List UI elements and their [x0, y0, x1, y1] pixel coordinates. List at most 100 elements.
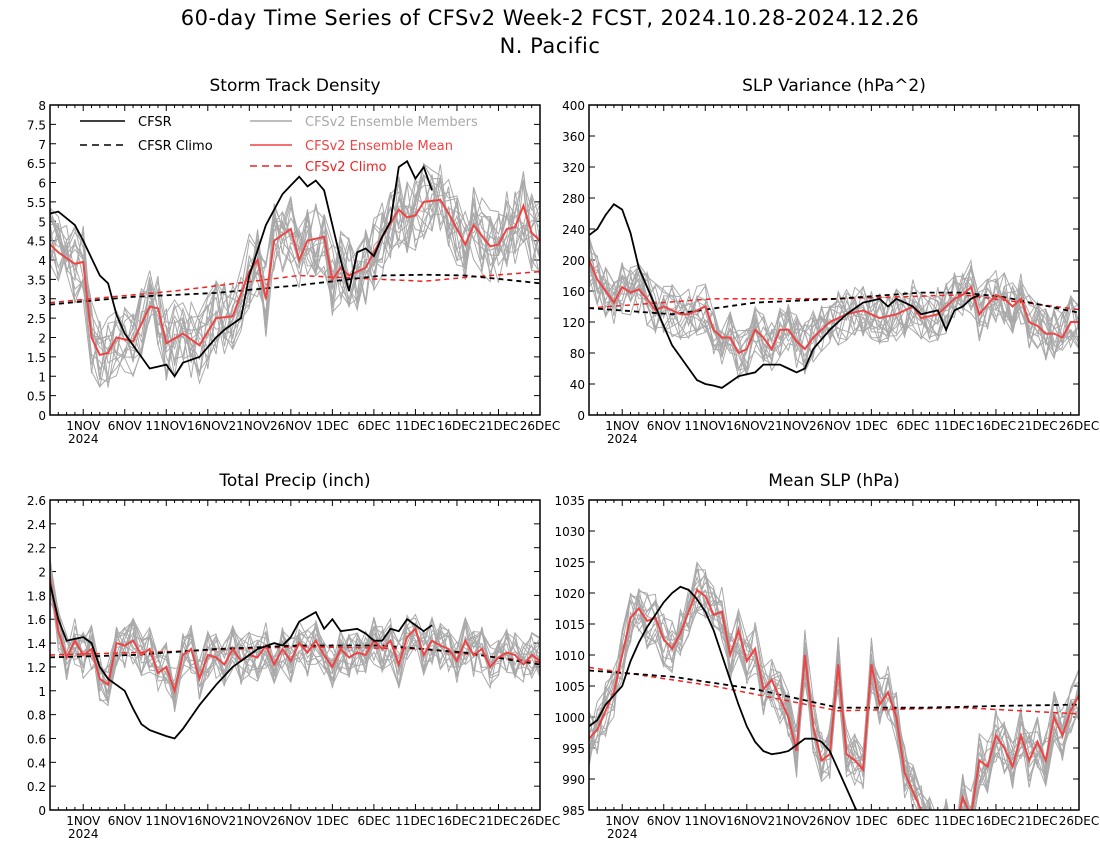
y-tick-label: 1015: [554, 618, 585, 632]
x-axis: 1NOV 6NOV 11NOV 16NOV 21NOV 26NOV 1DEC 6DEC 11DE…: [588, 500, 1099, 841]
x-tick-label: 6NOV: [647, 814, 682, 828]
x-tick-label: 6NOV: [108, 814, 143, 828]
legend-label-members: CFSv2 Ensemble Members: [305, 115, 478, 130]
x-axis: 1NOV 6NOV 11NOV 16NOV 21NOV 26NOV 1DEC 6DEC 11DE…: [49, 105, 560, 446]
y-tick-label: 0.6: [27, 732, 46, 746]
x-tick-label: 21DEC: [478, 419, 518, 433]
legend-label-climo: CFSv2 Climo: [305, 160, 387, 175]
y-tick-label: 4.5: [27, 235, 46, 249]
ensemble-mean-line: [589, 588, 1079, 810]
panel-total-precip: Total Precip (inch) 0 0.2 0.4 0.6 0.8 1 1.2 1.4…: [27, 471, 560, 841]
x-tick-label: 6DEC: [357, 814, 390, 828]
x-tick-label: 21NOV: [228, 814, 270, 828]
ensemble-member-line: [50, 592, 540, 695]
x-tick-label: 16DEC: [976, 419, 1016, 433]
y-tick-label: 1030: [554, 525, 585, 539]
cfsr-climo-line: [50, 273, 540, 306]
x-tick-label: 6DEC: [357, 419, 390, 433]
legend: CFSR CFSR Climo CFSv2 Ensemble Members C…: [80, 115, 478, 175]
plot-frame: [49, 104, 541, 416]
x-tick-label: 6NOV: [108, 419, 143, 433]
x-tick-label: 16NOV: [726, 814, 768, 828]
y-tick-label: 360: [562, 130, 585, 144]
cfsv2-climo-line: [589, 666, 1079, 715]
figure-title-block: 60-day Time Series of CFSv2 Week-2 FCST,…: [0, 4, 1100, 60]
ensemble-member-line: [50, 181, 540, 381]
x-tick-label: 6NOV: [647, 419, 682, 433]
y-tick-label: 1010: [554, 649, 585, 663]
x-axis: 1NOV 6NOV 11NOV 16NOV 21NOV 26NOV 1DEC 6DEC 11DE…: [588, 105, 1099, 446]
plot-frame: [49, 499, 541, 811]
panel-title: Total Precip (inch): [218, 471, 370, 491]
y-tick-label: 1035: [554, 494, 585, 508]
x-tick-label: 11DEC: [934, 419, 974, 433]
y-tick-label: 240: [562, 223, 585, 237]
y-tick-label: 1020: [554, 587, 585, 601]
figure-title: 60-day Time Series of CFSv2 Week-2 FCST,…: [180, 6, 920, 30]
ensemble-mean-line: [50, 577, 540, 695]
y-tick-label: 0.5: [27, 390, 46, 404]
y-tick-label: 7.5: [27, 118, 46, 132]
y-tick-label: 160: [562, 285, 585, 299]
x-tick-label: 26NOV: [270, 814, 312, 828]
y-tick-label: 2: [38, 566, 46, 580]
y-tick-label: 0: [38, 409, 46, 423]
y-axis: 985 990 995 1000 1005 1010 1015 1020 1025 1030 103…: [554, 494, 1079, 818]
panel-slp-variance: SLP Variance (hPa^2) 0 40 80 120 160 200 240 28…: [562, 76, 1099, 446]
y-tick-label: 995: [562, 742, 585, 756]
legend-label-mean: CFSv2 Ensemble Mean: [305, 139, 453, 154]
x-year-label: 2024: [68, 432, 99, 446]
ensemble-member-line: [50, 560, 540, 690]
y-tick-label: 985: [562, 804, 585, 818]
x-tick-label: 11NOV: [145, 419, 187, 433]
x-tick-label: 26DEC: [1059, 814, 1099, 828]
ensemble-member-line: [50, 600, 540, 692]
plot-area: [589, 202, 1079, 389]
x-tick-label: 21NOV: [228, 419, 270, 433]
ensemble-member-line: [589, 258, 1079, 376]
ensemble-member-line: [50, 188, 540, 388]
y-tick-label: 40: [570, 378, 585, 392]
y-tick-label: 5.5: [27, 196, 46, 210]
x-tick-label: 11DEC: [934, 814, 974, 828]
x-tick-label: 26NOV: [809, 419, 851, 433]
x-tick-label: 26NOV: [270, 419, 312, 433]
x-tick-label: 1NOV: [605, 419, 640, 433]
y-tick-label: 6: [38, 177, 46, 191]
cfsr-line: [50, 159, 433, 378]
x-tick-label: 16NOV: [187, 419, 229, 433]
ensemble-member-line: [50, 184, 540, 363]
y-tick-label: 1.5: [27, 351, 46, 365]
ensemble-mean-line: [589, 259, 1079, 355]
y-tick-label: 7: [38, 138, 46, 152]
ensemble-member-line: [50, 176, 540, 381]
panel-title: Storm Track Density: [209, 76, 380, 96]
x-tick-label: 11NOV: [684, 419, 726, 433]
x-tick-label: 16DEC: [437, 419, 477, 433]
y-tick-label: 5: [38, 215, 46, 229]
cfsv2-climo-line: [50, 645, 540, 663]
x-tick-label: 16DEC: [976, 814, 1016, 828]
x-tick-label: 1NOV: [605, 814, 640, 828]
x-tick-label: 21NOV: [767, 419, 809, 433]
y-tick-label: 400: [562, 99, 585, 113]
plot-frame: [588, 104, 1080, 416]
y-tick-label: 0.4: [27, 756, 46, 770]
x-tick-label: 6DEC: [896, 419, 929, 433]
x-tick-label: 21DEC: [1017, 419, 1057, 433]
y-tick-label: 0.8: [27, 709, 46, 723]
cfsr-line: [50, 583, 433, 740]
ensemble-member-line: [50, 181, 540, 371]
y-tick-label: 1.4: [27, 637, 46, 651]
ensemble-mean-line: [50, 198, 540, 357]
x-year-label: 2024: [607, 432, 638, 446]
cfsr-line: [589, 585, 858, 810]
y-tick-label: 2: [38, 332, 46, 346]
cfsr-climo-line: [589, 669, 1079, 709]
x-tick-label: 16NOV: [187, 814, 229, 828]
plot-area: [589, 561, 1079, 810]
panel-mean-slp: Mean SLP (hPa) 985 990 995 1000 1005 1010 1015…: [554, 471, 1099, 841]
y-tick-label: 990: [562, 773, 585, 787]
legend-label-cfsr-climo: CFSR Climo: [138, 139, 213, 154]
